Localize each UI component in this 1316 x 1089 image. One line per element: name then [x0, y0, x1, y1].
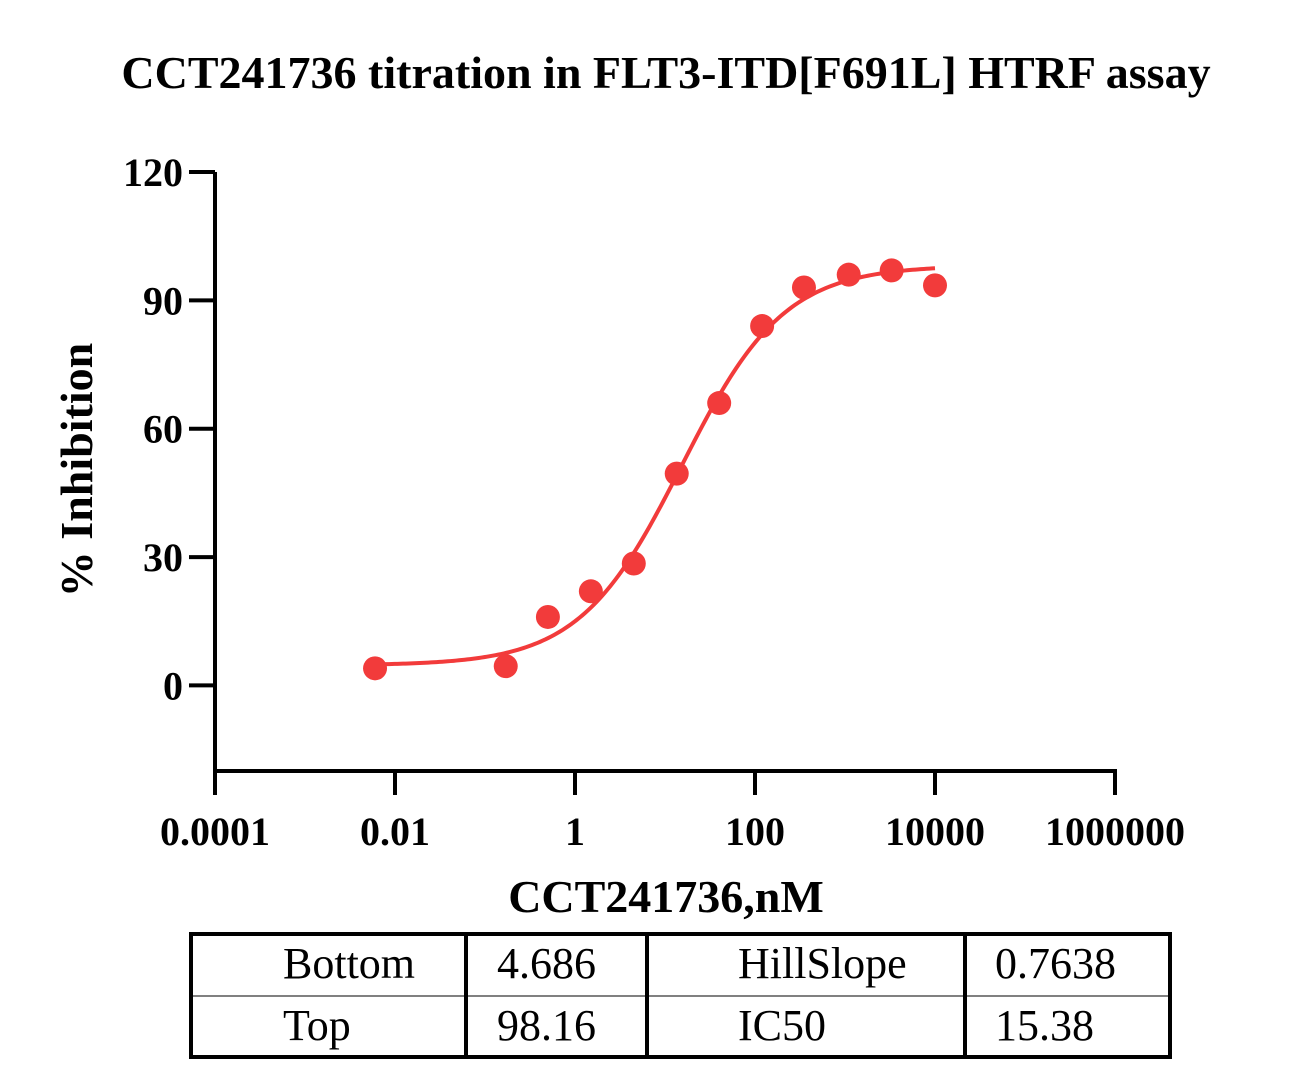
y-tick-label: 60: [143, 407, 183, 452]
data-point: [707, 391, 732, 416]
table-cell-top-value: 98.16: [497, 1001, 596, 1050]
data-point: [836, 262, 861, 287]
data-point: [750, 314, 775, 339]
data-point: [535, 604, 560, 629]
table-cell-ic50-label: IC50: [738, 1001, 826, 1050]
table-cell-hillslope-label: HillSlope: [738, 939, 907, 988]
table-cell-bottom-value: 4.686: [497, 939, 596, 988]
y-tick-label: 0: [163, 663, 183, 708]
x-tick-label: 100: [725, 809, 785, 854]
x-tick-label: 1000000: [1045, 809, 1185, 854]
data-point: [879, 258, 904, 283]
y-axis: 120 90 60 30 0: [123, 150, 217, 771]
x-tick-label: 1: [565, 809, 585, 854]
x-tick-label: 0.0001: [160, 809, 270, 854]
data-point: [791, 275, 816, 300]
x-tick-label: 0.01: [360, 809, 430, 854]
x-tick-label: 10000: [885, 809, 985, 854]
data-point: [664, 461, 689, 486]
y-tick-label: 30: [143, 535, 183, 580]
y-axis-label: % Inhibition: [51, 343, 102, 597]
table-cell-ic50-value: 15.38: [995, 1001, 1094, 1050]
x-axis: 0.0001 0.01 1 100 10000 1000000: [160, 769, 1185, 854]
table-cell-bottom-label: Bottom: [283, 939, 415, 988]
fit-curve: [374, 266, 936, 667]
x-axis-label: CCT241736,nM: [508, 871, 824, 922]
y-tick-label: 120: [123, 150, 183, 195]
table-cell-hillslope-value: 0.7638: [995, 939, 1116, 988]
data-point: [621, 551, 646, 576]
data-point: [578, 579, 603, 604]
parameter-table: Bottom 4.686 HillSlope 0.7638 Top 98.16 …: [189, 932, 1172, 1059]
data-point: [923, 273, 947, 298]
y-tick-label: 90: [143, 278, 183, 323]
data-point: [493, 654, 518, 679]
data-point: [363, 656, 388, 681]
chart-title: CCT241736 titration in FLT3-ITD[F691L] H…: [121, 47, 1210, 98]
table-cell-top-label: Top: [283, 1001, 351, 1050]
data-points: [363, 258, 947, 681]
